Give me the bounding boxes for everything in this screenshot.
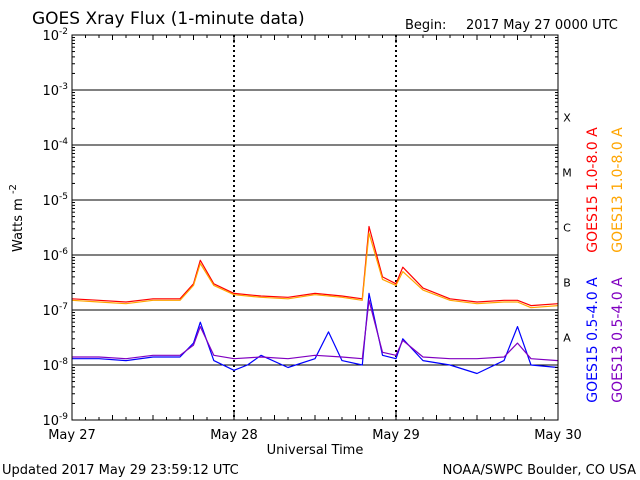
y-tick-label-0: 10-2 — [42, 27, 68, 44]
y-tick-label-2: 10-4 — [42, 137, 68, 154]
flare-class-label-b: B — [563, 277, 571, 290]
flare-class-label-a: A — [563, 332, 571, 345]
x-tick-label-3: May 30 — [534, 428, 582, 443]
legend: GOES15 1.0-8.0 A GOES13 1.0-8.0 A GOES15 0… — [585, 127, 626, 403]
grid-layer — [72, 35, 558, 420]
x-tick-label-0: May 27 — [48, 428, 96, 443]
series-line-3 — [72, 299, 559, 362]
flare-class-label-c: C — [563, 222, 571, 235]
y-axis: 10-2 10-3 10-4 10-5 10-6 10-7 10-8 10-9 — [42, 27, 558, 429]
flare-class-labels: X M C B A — [562, 112, 572, 345]
chart-title: GOES Xray Flux (1-minute data) — [32, 9, 305, 29]
y-tick-label-4: 10-6 — [42, 247, 68, 264]
series-line-2 — [72, 292, 559, 375]
y-tick-label-5: 10-7 — [42, 302, 68, 319]
svg-text:Watts m -2: Watts m -2 — [8, 184, 26, 252]
series-line-1 — [71, 232, 559, 309]
series-line-0 — [71, 225, 559, 307]
y-axis-title-exponent: -2 — [8, 184, 19, 194]
y-axis-title: Watts m -2 — [8, 184, 26, 252]
begin-value: 2017 May 27 0000 UTC — [466, 18, 618, 33]
credit-text: NOAA/SWPC Boulder, CO USA — [443, 463, 636, 478]
flare-class-label-m: M — [562, 167, 572, 180]
y-tick-label-7: 10-9 — [42, 412, 68, 429]
series-layer — [71, 225, 559, 375]
begin-label: Begin: — [405, 18, 446, 33]
x-tick-label-2: May 29 — [372, 428, 420, 443]
plot-frame — [71, 34, 559, 421]
x-axis: May 27 May 28 May 29 May 30 — [48, 35, 582, 443]
y-axis-title-text: Watts m — [11, 198, 26, 252]
y-tick-label-1: 10-3 — [42, 82, 68, 99]
legend-entry-1: GOES13 1.0-8.0 A — [610, 127, 626, 253]
y-tick-label-6: 10-8 — [42, 357, 68, 374]
updated-text: Updated 2017 May 29 23:59:12 UTC — [2, 463, 239, 478]
x-tick-label-1: May 28 — [210, 428, 258, 443]
y-tick-label-3: 10-5 — [42, 192, 68, 209]
legend-entry-2: GOES15 0.5-4.0 A — [585, 277, 601, 403]
legend-entry-0: GOES15 1.0-8.0 A — [585, 127, 601, 253]
legend-entry-3: GOES13 0.5-4.0 A — [610, 277, 626, 403]
flare-class-label-x: X — [563, 112, 571, 125]
x-axis-title: Universal Time — [267, 443, 364, 458]
